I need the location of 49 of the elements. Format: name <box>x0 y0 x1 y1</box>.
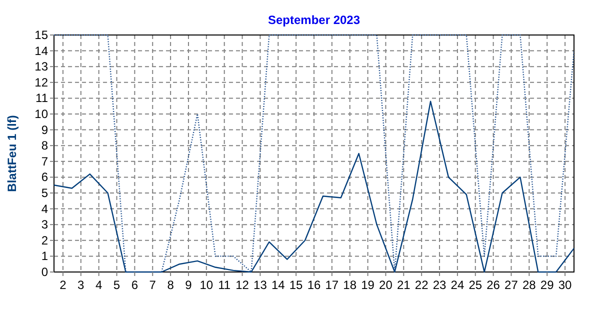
x-tick-label: 10 <box>200 278 214 292</box>
x-tick-label: 20 <box>379 278 393 292</box>
x-tick-label: 16 <box>307 278 321 292</box>
x-tick-label: 28 <box>522 278 536 292</box>
x-tick-label: 23 <box>432 278 447 292</box>
x-tick-label: 9 <box>185 278 192 292</box>
x-tick-label: 22 <box>414 278 429 292</box>
chart-title: September 2023 <box>268 13 360 27</box>
x-tick-label: 4 <box>95 278 102 292</box>
x-tick-label: 30 <box>558 278 572 292</box>
y-tick-label: 4 <box>41 202 48 216</box>
x-tick-label: 8 <box>167 278 174 292</box>
x-tick-label: 2 <box>60 278 67 292</box>
x-tick-label: 24 <box>450 278 464 292</box>
x-tick-label: 3 <box>78 278 85 292</box>
y-tick-label: 15 <box>34 28 48 42</box>
y-tick-label: 8 <box>41 138 48 153</box>
y-tick-label: 1 <box>41 249 48 264</box>
x-tick-label: 7 <box>149 278 156 292</box>
x-tick-label: 6 <box>131 278 138 292</box>
x-tick-label: 13 <box>254 278 268 292</box>
y-tick-label: 0 <box>41 265 48 279</box>
x-tick-label: 21 <box>396 278 411 292</box>
x-tick-label: 26 <box>486 278 500 292</box>
x-tick-label: 19 <box>361 278 375 292</box>
x-tick-label: 15 <box>289 278 304 292</box>
x-tick-label: 18 <box>343 278 357 292</box>
x-tick-label: 27 <box>504 278 518 292</box>
y-tick-label: 3 <box>41 218 48 232</box>
y-tick-label: 7 <box>41 154 48 168</box>
y-axis-title: BlattFeu 1 (lf) <box>5 115 19 192</box>
y-tick-label: 9 <box>41 122 48 137</box>
x-tick-label: 29 <box>540 278 554 292</box>
x-tick-label: 5 <box>113 278 120 292</box>
y-tick-label: 2 <box>41 233 48 248</box>
y-tick-label: 14 <box>34 44 48 58</box>
y-tick-label: 6 <box>41 170 48 184</box>
y-tick-label: 13 <box>34 60 48 74</box>
x-tick-label: 12 <box>236 278 250 292</box>
y-tick-label: 5 <box>41 186 48 200</box>
x-tick-label: 17 <box>325 278 339 292</box>
x-tick-label: 14 <box>271 278 286 292</box>
x-tick-label: 25 <box>468 278 482 292</box>
y-tick-label: 10 <box>34 107 48 121</box>
y-tick-label: 11 <box>36 91 48 106</box>
y-tick-label: 12 <box>34 75 48 90</box>
line-series <box>54 34 574 273</box>
x-tick-label: 11 <box>218 278 231 292</box>
line-series <box>54 100 574 273</box>
